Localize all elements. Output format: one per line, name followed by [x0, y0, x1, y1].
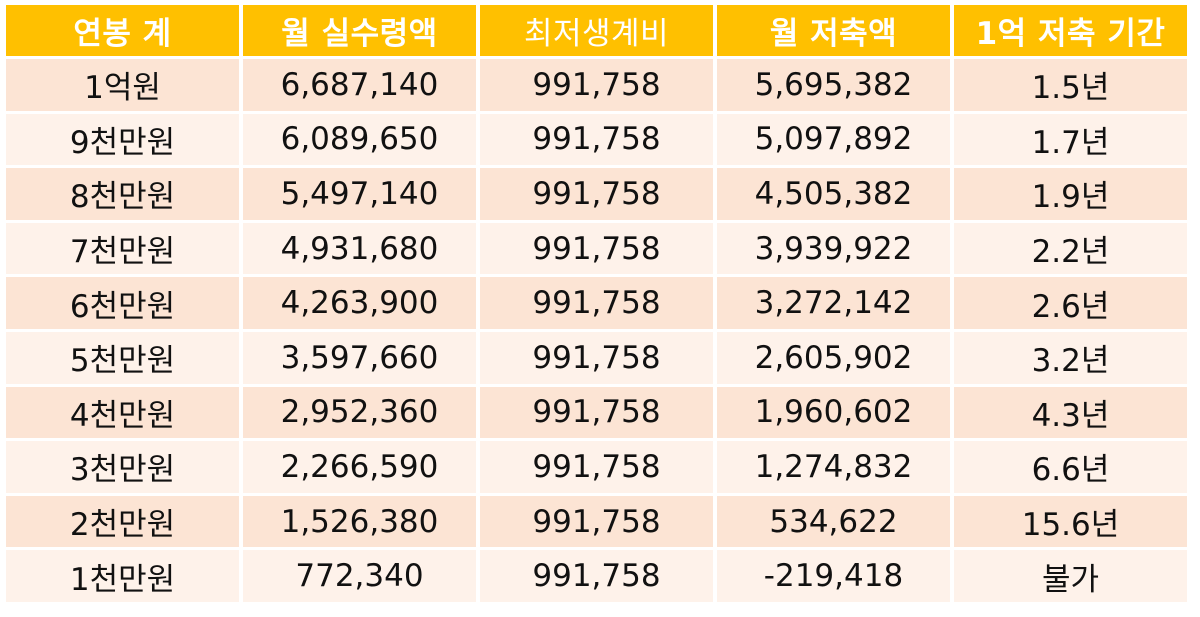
table-row: 3천만원 2,266,590 991,758 1,274,832 6.6년 [6, 441, 1187, 493]
cell-monthly-savings: 3,272,142 [717, 277, 950, 329]
cell-annual-salary: 6천만원 [6, 277, 239, 329]
cell-annual-salary: 8천만원 [6, 168, 239, 220]
cell-monthly-net-pay: 4,931,680 [243, 222, 476, 275]
cell-monthly-savings: 3,939,922 [717, 222, 950, 275]
cell-minimum-living-cost: 991,758 [480, 331, 713, 384]
cell-monthly-net-pay: 5,497,140 [243, 168, 476, 220]
cell-monthly-net-pay: 2,952,360 [243, 386, 476, 439]
cell-monthly-net-pay: 6,687,140 [243, 59, 476, 111]
table-row: 4천만원 2,952,360 991,758 1,960,602 4.3년 [6, 386, 1187, 439]
cell-monthly-savings: 4,505,382 [717, 168, 950, 220]
table-row: 2천만원 1,526,380 991,758 534,622 15.6년 [6, 495, 1187, 548]
cell-savings-period: 불가 [954, 550, 1187, 602]
cell-minimum-living-cost: 991,758 [480, 168, 713, 220]
cell-annual-salary: 1천만원 [6, 550, 239, 602]
cell-savings-period: 1.9년 [954, 168, 1187, 220]
cell-monthly-net-pay: 6,089,650 [243, 113, 476, 166]
cell-savings-period: 15.6년 [954, 495, 1187, 548]
cell-minimum-living-cost: 991,758 [480, 441, 713, 493]
cell-minimum-living-cost: 991,758 [480, 277, 713, 329]
header-savings-period: 1억 저축 기간 [954, 5, 1187, 56]
cell-minimum-living-cost: 991,758 [480, 222, 713, 275]
table-row: 9천만원 6,089,650 991,758 5,097,892 1.7년 [6, 113, 1187, 166]
cell-monthly-net-pay: 3,597,660 [243, 331, 476, 384]
cell-monthly-net-pay: 772,340 [243, 550, 476, 602]
cell-annual-salary: 5천만원 [6, 331, 239, 384]
cell-monthly-savings: -219,418 [717, 550, 950, 602]
header-minimum-living-cost: 최저생계비 [480, 5, 713, 56]
table-row: 6천만원 4,263,900 991,758 3,272,142 2.6년 [6, 277, 1187, 329]
cell-savings-period: 1.5년 [954, 59, 1187, 111]
cell-annual-salary: 9천만원 [6, 113, 239, 166]
cell-minimum-living-cost: 991,758 [480, 550, 713, 602]
cell-monthly-savings: 5,695,382 [717, 59, 950, 111]
cell-monthly-net-pay: 4,263,900 [243, 277, 476, 329]
cell-minimum-living-cost: 991,758 [480, 59, 713, 111]
cell-monthly-savings: 1,274,832 [717, 441, 950, 493]
cell-savings-period: 6.6년 [954, 441, 1187, 493]
cell-minimum-living-cost: 991,758 [480, 495, 713, 548]
cell-monthly-savings: 1,960,602 [717, 386, 950, 439]
table-row: 1억원 6,687,140 991,758 5,695,382 1.5년 [6, 59, 1187, 111]
cell-monthly-net-pay: 1,526,380 [243, 495, 476, 548]
cell-minimum-living-cost: 991,758 [480, 386, 713, 439]
cell-annual-salary: 2천만원 [6, 495, 239, 548]
header-monthly-savings: 월 저축액 [717, 5, 950, 56]
cell-annual-salary: 1억원 [6, 59, 239, 111]
salary-savings-table: 연봉 계 월 실수령액 최저생계비 월 저축액 1억 저축 기간 1억원 6,6… [2, 2, 1191, 605]
cell-annual-salary: 3천만원 [6, 441, 239, 493]
cell-monthly-savings: 534,622 [717, 495, 950, 548]
cell-savings-period: 1.7년 [954, 113, 1187, 166]
table-row: 7천만원 4,931,680 991,758 3,939,922 2.2년 [6, 222, 1187, 275]
cell-savings-period: 3.2년 [954, 331, 1187, 384]
table-row: 5천만원 3,597,660 991,758 2,605,902 3.2년 [6, 331, 1187, 384]
header-row: 연봉 계 월 실수령액 최저생계비 월 저축액 1억 저축 기간 [6, 5, 1187, 56]
cell-monthly-savings: 5,097,892 [717, 113, 950, 166]
cell-savings-period: 4.3년 [954, 386, 1187, 439]
table-row: 8천만원 5,497,140 991,758 4,505,382 1.9년 [6, 168, 1187, 220]
cell-annual-salary: 7천만원 [6, 222, 239, 275]
cell-minimum-living-cost: 991,758 [480, 113, 713, 166]
header-monthly-net-pay: 월 실수령액 [243, 5, 476, 56]
cell-monthly-savings: 2,605,902 [717, 331, 950, 384]
cell-annual-salary: 4천만원 [6, 386, 239, 439]
cell-savings-period: 2.2년 [954, 222, 1187, 275]
header-annual-salary: 연봉 계 [6, 5, 239, 56]
table-row: 1천만원 772,340 991,758 -219,418 불가 [6, 550, 1187, 602]
cell-savings-period: 2.6년 [954, 277, 1187, 329]
cell-monthly-net-pay: 2,266,590 [243, 441, 476, 493]
